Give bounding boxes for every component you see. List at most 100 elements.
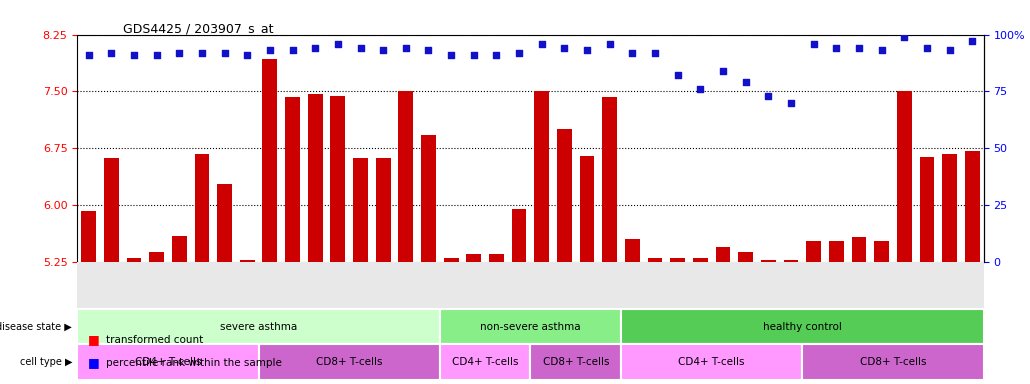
Bar [920, 157, 934, 262]
Point [262, 47, 278, 53]
Point [511, 50, 527, 56]
Bar [172, 236, 186, 262]
Bar [240, 260, 254, 262]
Bar [603, 98, 617, 262]
Point [443, 52, 459, 58]
Bar [621, 344, 802, 380]
Bar [308, 94, 322, 262]
Bar [81, 211, 96, 262]
Point [534, 41, 550, 47]
Bar [263, 59, 277, 262]
Text: CD4+ T-cells: CD4+ T-cells [135, 357, 201, 367]
Point [216, 50, 233, 56]
Point [375, 47, 391, 53]
Point [647, 50, 663, 56]
Bar [331, 96, 345, 262]
Bar [580, 156, 594, 262]
Bar [421, 136, 436, 262]
Bar [739, 252, 753, 262]
Point [805, 41, 822, 47]
Bar [693, 258, 708, 262]
Point [284, 47, 301, 53]
Text: CD8+ T-cells: CD8+ T-cells [316, 357, 382, 367]
Point [919, 45, 935, 51]
Text: non-severe asthma: non-severe asthma [480, 321, 581, 331]
Text: CD8+ T-cells: CD8+ T-cells [543, 357, 609, 367]
Bar [648, 258, 662, 262]
Point [964, 38, 981, 45]
Text: healthy control: healthy control [763, 321, 842, 331]
Point [941, 47, 958, 53]
Bar [874, 242, 889, 262]
Bar [965, 151, 980, 262]
Bar [806, 241, 821, 262]
Bar [829, 241, 844, 262]
Point [239, 52, 255, 58]
Point [602, 41, 618, 47]
Point [420, 47, 437, 53]
Bar [897, 91, 912, 262]
Text: cell type ▶: cell type ▶ [20, 357, 72, 367]
Bar [716, 247, 730, 262]
Point [352, 45, 369, 51]
Point [715, 68, 731, 74]
Bar [127, 258, 141, 262]
Point [579, 47, 595, 53]
Bar [557, 129, 572, 262]
Bar [942, 154, 957, 262]
Text: severe asthma: severe asthma [219, 321, 297, 331]
Point [488, 52, 505, 58]
Bar [440, 344, 530, 380]
Point [194, 50, 210, 56]
Text: ■: ■ [88, 356, 99, 369]
Text: CD8+ T-cells: CD8+ T-cells [860, 357, 926, 367]
Point [896, 34, 913, 40]
Bar [77, 309, 440, 344]
Bar [530, 344, 621, 380]
Bar [512, 209, 526, 262]
Point [307, 45, 323, 51]
Bar [671, 258, 685, 262]
Text: CD4+ T-cells: CD4+ T-cells [679, 357, 745, 367]
Bar [440, 309, 621, 344]
Point [103, 50, 119, 56]
Text: CD4+ T-cells: CD4+ T-cells [452, 357, 518, 367]
Point [398, 45, 414, 51]
Point [760, 93, 777, 99]
Bar [625, 239, 640, 262]
Point [624, 50, 641, 56]
Point [556, 45, 573, 51]
Bar [149, 252, 164, 262]
Point [171, 50, 187, 56]
Point [737, 79, 754, 85]
Bar [104, 158, 118, 262]
Bar [852, 237, 866, 262]
Bar [259, 344, 440, 380]
Bar [376, 158, 390, 262]
Point [80, 52, 97, 58]
Point [783, 100, 799, 106]
Bar [621, 309, 984, 344]
Bar [195, 154, 209, 262]
Point [466, 52, 482, 58]
Text: transformed count: transformed count [106, 335, 203, 345]
Bar [467, 254, 481, 262]
Point [148, 52, 165, 58]
Text: ■: ■ [88, 333, 99, 346]
Point [126, 52, 142, 58]
Bar [285, 98, 300, 262]
Text: percentile rank within the sample: percentile rank within the sample [106, 358, 282, 368]
Text: disease state ▶: disease state ▶ [0, 321, 72, 331]
Bar [802, 344, 984, 380]
Bar [217, 184, 232, 262]
Point [873, 47, 890, 53]
Text: GDS4425 / 203907_s_at: GDS4425 / 203907_s_at [123, 22, 273, 35]
Bar [399, 91, 413, 262]
Bar [489, 254, 504, 262]
Point [851, 45, 867, 51]
Bar [761, 260, 776, 262]
Bar [784, 260, 798, 262]
Point [330, 41, 346, 47]
Point [828, 45, 845, 51]
Bar [353, 158, 368, 262]
